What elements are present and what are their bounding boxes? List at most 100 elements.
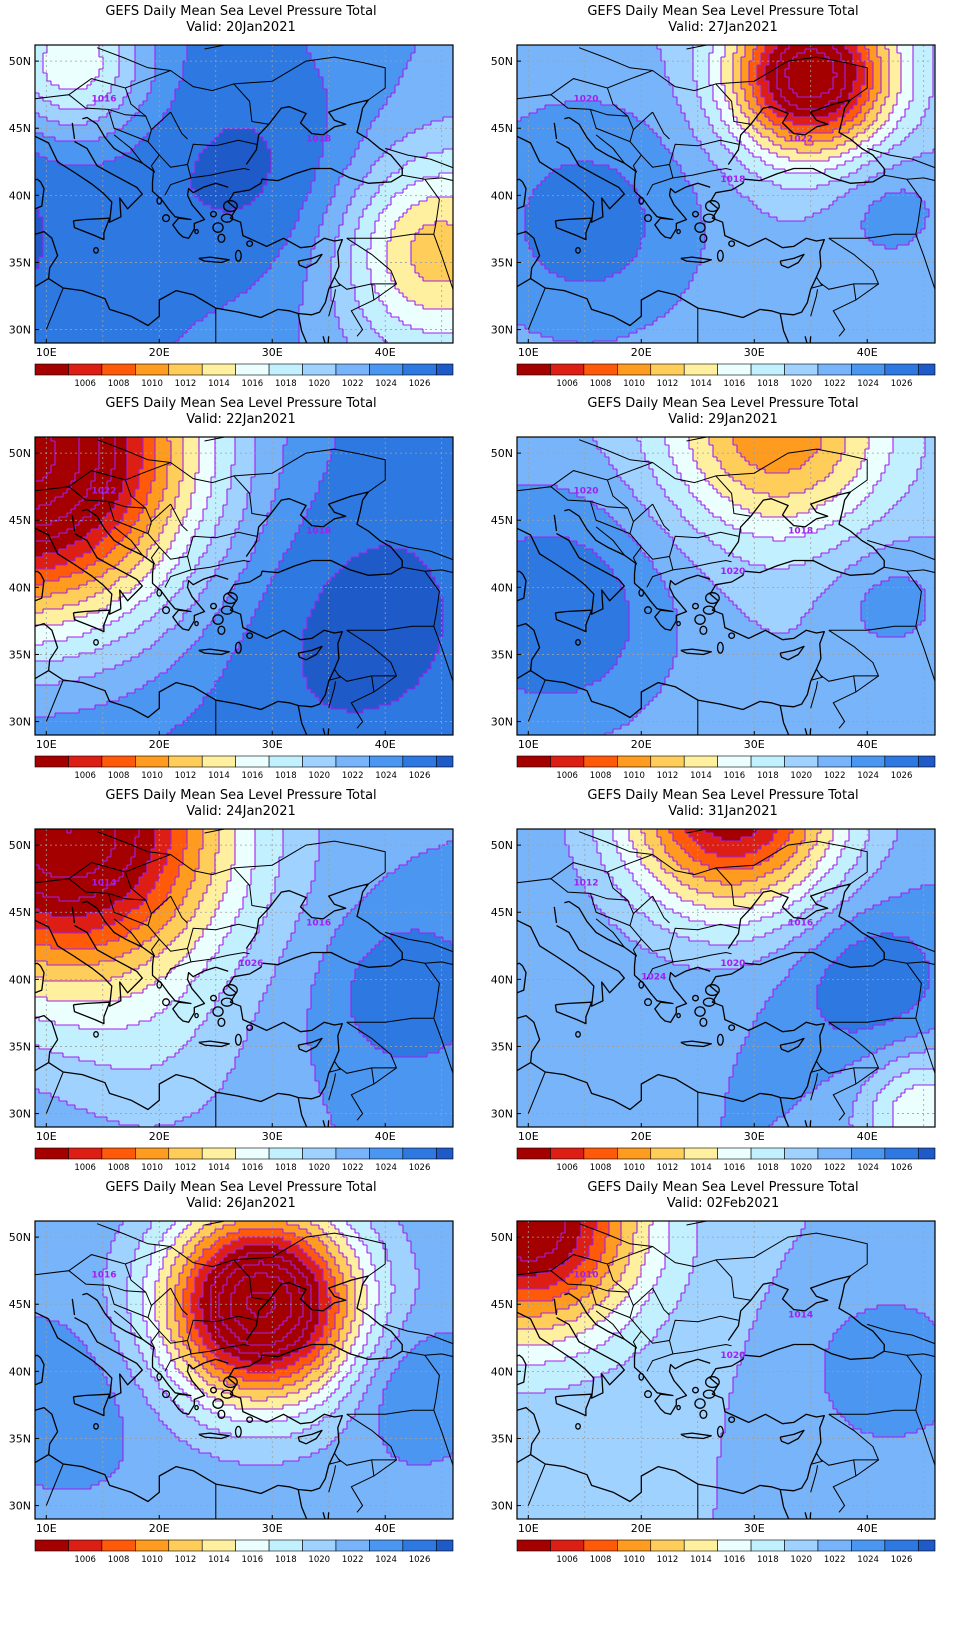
latitude-label: 30N [9, 1108, 31, 1121]
colorbar-swatch [202, 756, 235, 767]
colorbar-label: 1020 [308, 379, 330, 389]
longitude-label: 10E [518, 1522, 539, 1535]
colorbar-label: 1022 [342, 1555, 364, 1565]
colorbar-swatch [169, 756, 202, 767]
longitude-label: 30E [262, 346, 283, 359]
colorbar-label: 1026 [891, 1163, 913, 1173]
colorbar-label: 1016 [242, 1555, 264, 1565]
colorbar-swatch [303, 1540, 336, 1551]
colorbar-label: 1018 [275, 1555, 297, 1565]
colorbar-swatch [169, 1540, 202, 1551]
colorbar-swatch [35, 756, 68, 767]
colorbar-swatch [684, 1148, 717, 1159]
colorbar-swatch [617, 1540, 650, 1551]
map-panel: GEFS Daily Mean Sea Level Pressure Total… [482, 0, 964, 410]
colorbar-swatch [269, 1148, 302, 1159]
colorbar-label: 1024 [857, 771, 879, 781]
colorbar-label: 1018 [275, 1163, 297, 1173]
latitude-label: 40N [491, 973, 513, 986]
colorbar-label: 1006 [556, 1555, 578, 1565]
colorbar-label: 1006 [74, 771, 96, 781]
colorbar-swatch [818, 1540, 851, 1551]
colorbar-swatch [785, 364, 818, 375]
colorbar-swatch [918, 1540, 935, 1551]
longitude-label: 40E [375, 1130, 396, 1143]
latitude-label: 40N [491, 581, 513, 594]
colorbar-swatch [336, 756, 369, 767]
longitude-label: 20E [631, 738, 652, 751]
colorbar-swatch [718, 364, 751, 375]
colorbar-swatch [369, 756, 402, 767]
colorbar-label: 1020 [308, 771, 330, 781]
colorbar-label: 1014 [208, 1555, 230, 1565]
colorbar-swatch [102, 756, 135, 767]
longitude-label: 10E [518, 738, 539, 751]
map-panel: GEFS Daily Mean Sea Level Pressure Total… [0, 784, 482, 1194]
colorbar-label: 1008 [108, 379, 130, 389]
latitude-label: 45N [9, 906, 31, 919]
colorbar-swatch [236, 364, 269, 375]
colorbar-label: 1016 [242, 771, 264, 781]
latitude-label: 30N [9, 324, 31, 337]
latitude-label: 35N [491, 256, 513, 269]
colorbar-swatch [617, 756, 650, 767]
colorbar-swatch [102, 364, 135, 375]
colorbar-label: 1020 [790, 1555, 812, 1565]
colorbar-swatch [169, 1148, 202, 1159]
colorbar-label: 1016 [724, 771, 746, 781]
colorbar-label: 1012 [657, 771, 679, 781]
colorbar-swatch [303, 756, 336, 767]
colorbar-swatch [851, 1148, 884, 1159]
isobar-label: 1010 [573, 1270, 598, 1280]
colorbar-label: 1022 [824, 379, 846, 389]
colorbar-swatch [718, 1540, 751, 1551]
isobar-label: 1020 [720, 1351, 745, 1361]
colorbar-label: 1010 [141, 1163, 163, 1173]
isobar-label: 1022 [91, 486, 116, 496]
longitude-label: 20E [631, 1130, 652, 1143]
colorbar-swatch [718, 1148, 751, 1159]
colorbar-swatch [135, 1148, 168, 1159]
colorbar-label: 1020 [790, 379, 812, 389]
longitude-label: 30E [744, 1522, 765, 1535]
colorbar-label: 1008 [590, 1163, 612, 1173]
longitude-label: 20E [149, 1130, 170, 1143]
colorbar-swatch [403, 364, 436, 375]
colorbar-swatch [68, 756, 101, 767]
longitude-label: 10E [518, 1130, 539, 1143]
colorbar-label: 1022 [824, 1555, 846, 1565]
longitude-label: 30E [262, 738, 283, 751]
colorbar-swatch [918, 364, 935, 375]
colorbar-swatch [202, 1148, 235, 1159]
colorbar-label: 1020 [790, 771, 812, 781]
colorbar-label: 1026 [891, 771, 913, 781]
latitude-label: 45N [491, 906, 513, 919]
colorbar-swatch [550, 1540, 583, 1551]
longitude-label: 40E [857, 1522, 878, 1535]
colorbar-swatch [584, 1148, 617, 1159]
colorbar-label: 1022 [342, 771, 364, 781]
colorbar-swatch [436, 364, 453, 375]
colorbar-swatch [684, 364, 717, 375]
latitude-label: 45N [9, 514, 31, 527]
colorbar-swatch [35, 364, 68, 375]
colorbar-swatch [369, 364, 402, 375]
colorbar-label: 1006 [556, 379, 578, 389]
colorbar-label: 1012 [657, 1555, 679, 1565]
colorbar-label: 1016 [724, 379, 746, 389]
colorbar-label: 1014 [208, 1163, 230, 1173]
latitude-label: 45N [9, 122, 31, 135]
colorbar-label: 1026 [409, 379, 431, 389]
colorbar-label: 1018 [757, 379, 779, 389]
isobar-label: 1020 [573, 94, 598, 104]
colorbar-swatch [517, 1148, 550, 1159]
colorbar-swatch [550, 756, 583, 767]
colorbar-swatch [403, 1148, 436, 1159]
colorbar-swatch [135, 364, 168, 375]
colorbar-label: 1008 [108, 1163, 130, 1173]
latitude-label: 40N [491, 189, 513, 202]
colorbar-label: 1016 [242, 1163, 264, 1173]
